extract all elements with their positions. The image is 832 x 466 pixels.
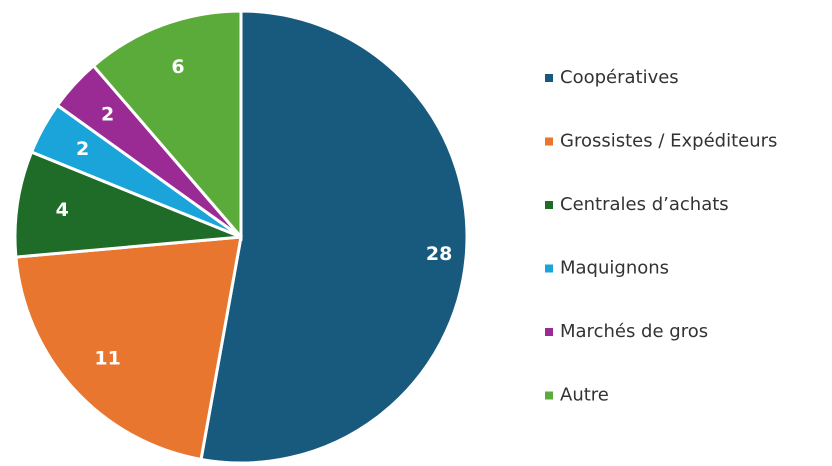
data-label: 2: [76, 138, 89, 160]
data-label: 4: [56, 199, 69, 221]
legend-swatch: [545, 328, 553, 336]
legend-swatch: [545, 391, 553, 400]
pie-slice: [199, 9, 469, 465]
data-label: 11: [94, 348, 120, 370]
pie-slice: [91, 9, 243, 242]
data-label: 6: [171, 56, 184, 78]
pie-slice: [14, 235, 243, 462]
legend-label: Maquignons: [560, 258, 669, 279]
legend-label: Autre: [560, 385, 609, 406]
data-label: 2: [101, 103, 114, 125]
pie-slice: [13, 150, 242, 259]
data-label: 28: [426, 243, 452, 265]
legend-label: Marchés de gros: [560, 321, 708, 342]
legend-swatch: [545, 74, 553, 82]
legend-label: Grossistes / Expéditeurs: [560, 131, 777, 152]
legend-label: Centrales d’achats: [560, 194, 729, 215]
legend-swatch: [545, 137, 553, 146]
legend-label: Coopératives: [560, 67, 679, 88]
legend-swatch: [545, 201, 553, 209]
legend-swatch: [545, 264, 553, 273]
